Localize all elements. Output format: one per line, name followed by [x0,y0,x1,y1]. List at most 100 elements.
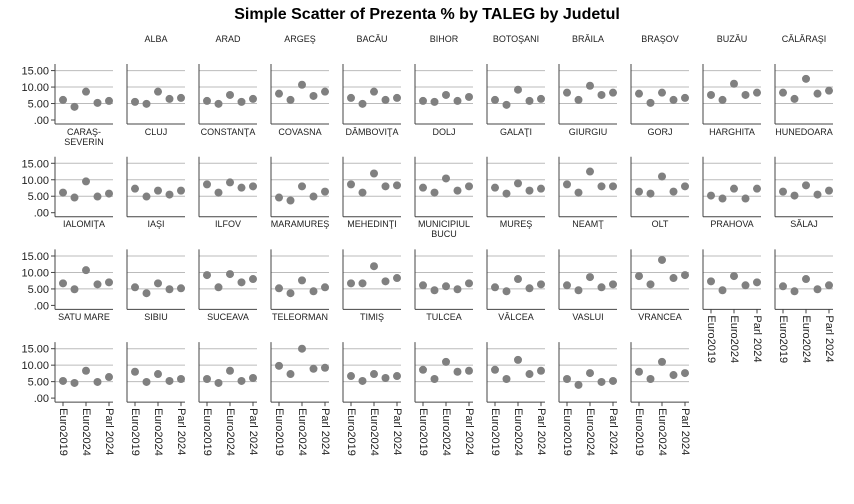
point [59,376,67,385]
point [298,276,306,285]
point [286,289,295,298]
point [59,95,67,104]
point [741,90,750,99]
point [442,90,450,99]
x-tick-label: Euro2024 [296,408,308,456]
point [214,188,223,197]
panel-title: BRĂILA [571,34,604,44]
panel-title: HARGHITA [709,126,755,137]
point [105,189,113,198]
point [779,282,787,291]
y-tick-label: 15.00 [21,158,49,170]
panel-title: BRAŞOV [641,34,679,44]
point [453,285,462,294]
point [514,179,522,188]
point [393,274,401,283]
point [597,377,606,386]
point [249,374,257,383]
point [165,376,174,385]
point [718,95,727,104]
point [525,370,534,379]
panel-title: MUREŞ [499,219,533,230]
point [82,366,90,375]
point [597,182,606,191]
point [82,177,90,186]
point [563,281,571,290]
point [226,366,234,375]
panel-title: BIHOR [429,34,459,44]
point [790,94,799,103]
x-tick-label: Euro2019 [129,408,141,456]
point [753,184,761,193]
panel-title: CLUJ [144,126,168,137]
point [298,80,306,89]
point [381,374,390,383]
point [753,278,761,287]
point [154,186,162,195]
x-tick-label: Parl 2024 [679,408,691,455]
y-tick-label: 5.00 [28,377,49,389]
panel-title: VÂLCEA [498,312,534,323]
point [646,280,655,289]
point [321,283,329,292]
panel-title: PRAHOVA [710,219,754,230]
point [491,183,499,192]
point [658,88,666,97]
point [358,188,367,197]
panel-title: DÂMBOVIŢA [345,126,399,137]
x-tick-label: Parl 2024 [535,408,547,455]
point [370,87,378,96]
y-tick-label: 15.00 [21,66,49,78]
point [70,285,79,294]
panel-title: CĂLĂRAŞI [781,34,827,44]
point [93,377,102,386]
y-tick-label: .00 [34,115,49,127]
point [514,85,522,94]
y-tick-label: 10.00 [21,267,49,279]
point [177,186,185,195]
point [381,277,390,286]
point [430,374,439,383]
point [430,286,439,295]
y-tick-label: 15.00 [21,344,49,356]
point [249,275,257,284]
point [203,180,211,189]
point [453,96,462,105]
point [93,192,102,201]
panel-title: MARAMUREŞ [270,219,330,230]
y-tick-label: 10.00 [21,82,49,94]
point [790,191,799,200]
point [165,190,174,199]
x-tick-label: Parl 2024 [463,408,475,455]
panel-title: SATU MARE [58,312,110,323]
point [813,285,822,294]
x-tick-label: Euro2019 [57,408,69,456]
x-tick-label: Euro2024 [800,315,812,363]
point [514,275,522,284]
panel-title: IAŞI [147,219,165,230]
point [453,367,462,376]
x-tick-label: Euro2024 [512,408,524,456]
point [525,284,534,293]
point [813,89,822,98]
point [635,187,643,196]
point [525,186,534,195]
point [586,369,594,378]
point [105,373,113,382]
point [669,274,678,283]
x-tick-label: Parl 2024 [751,315,763,362]
x-tick-label: Euro2024 [152,408,164,456]
point [177,93,185,102]
x-tick-label: Parl 2024 [103,408,115,455]
point [681,271,689,280]
point [453,186,462,195]
panel-title: ARGEŞ [284,34,316,44]
point [370,262,378,271]
point [442,357,450,366]
panel-title: SIBIU [144,312,168,323]
point [154,87,162,96]
x-tick-label: Euro2024 [368,408,380,456]
panel-title: TIMIŞ [360,312,384,323]
panel-title: BACĂU [356,34,388,44]
